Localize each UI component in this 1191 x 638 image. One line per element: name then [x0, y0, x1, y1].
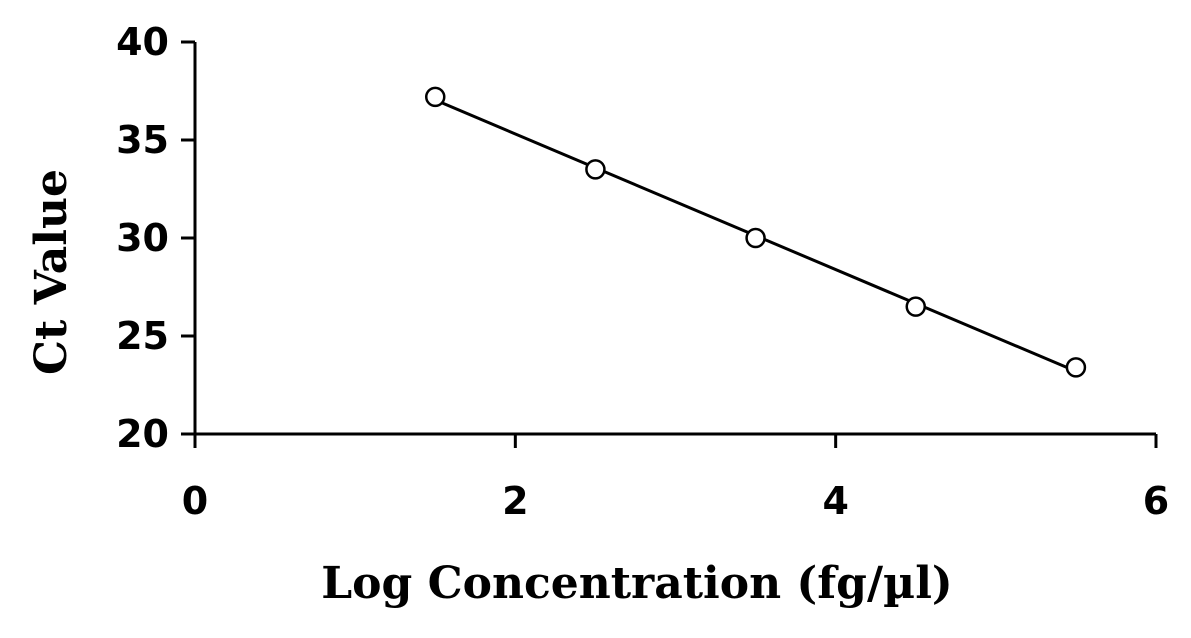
x-tick-label: 4: [822, 479, 848, 523]
y-tick-label: 25: [116, 314, 169, 358]
y-axis-title: Ct Value: [26, 169, 77, 375]
data-point: [425, 86, 446, 108]
x-tick-label: 0: [182, 479, 208, 523]
data-point: [1065, 357, 1087, 378]
y-tick-label: 40: [116, 20, 169, 64]
x-tick-label: 2: [502, 479, 528, 523]
y-tick-label: 20: [116, 412, 169, 456]
data-point: [585, 159, 606, 180]
axes: 20 25 30 35 40 0 2 4 6: [116, 20, 1169, 523]
y-tick-label: 30: [116, 216, 169, 260]
data-point: [745, 227, 766, 249]
data-points: [425, 86, 1087, 378]
y-tick-label: 35: [116, 118, 169, 162]
x-tick-label: 6: [1143, 479, 1169, 523]
data-point: [905, 296, 926, 317]
x-axis-title: Log Concentration (fg/µl): [321, 558, 953, 609]
